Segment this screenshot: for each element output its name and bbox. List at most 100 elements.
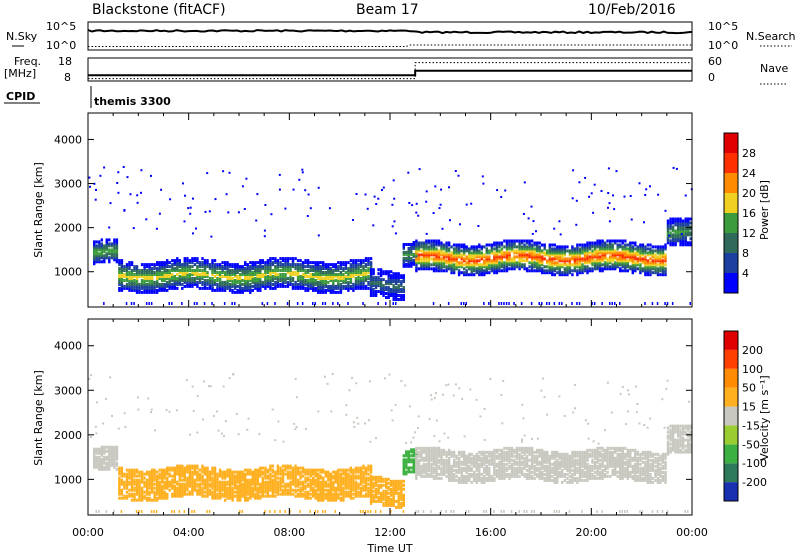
heatmap-cell [513,263,516,267]
heatmap-cell [201,486,204,490]
heatmap-cell [417,267,421,271]
heatmap-cell [213,494,217,498]
heatmap-cell [206,275,209,278]
heatmap-cell [294,472,297,476]
heatmap-cell [624,245,627,249]
heatmap-cell [504,189,507,192]
heatmap-cell [108,258,111,262]
heatmap-cell [362,279,365,282]
heatmap-cell [641,261,645,265]
heatmap-cell [274,275,277,278]
heatmap-cell [279,284,282,288]
heatmap-cell [548,263,551,267]
heatmap-cell [281,480,285,484]
heatmap-cell [289,275,292,278]
heatmap-cell [193,302,196,305]
heatmap-cell [196,277,199,280]
heatmap-cell [244,286,247,290]
heatmap-cell [644,273,647,277]
heatmap-cell [528,269,531,273]
heatmap-cell [166,478,169,482]
heatmap-cell [495,245,499,249]
heatmap-cell [586,253,589,257]
heatmap-cell [168,279,171,282]
heatmap-cell [266,271,270,274]
heatmap-cell [385,288,388,291]
heatmap-cell [422,450,426,454]
heatmap-cell [156,484,159,488]
heatmap-cell [397,294,400,297]
heatmap-cell [402,510,405,513]
heatmap-cell [576,263,579,267]
heatmap-cell [103,459,106,463]
heatmap-cell [108,447,111,451]
heatmap-cell [256,271,259,274]
heatmap-cell [239,480,242,484]
heatmap-cell [105,463,108,467]
heatmap-cell [367,490,370,494]
heatmap-cell [385,479,388,483]
heatmap-cell [163,261,166,265]
heatmap-cell [614,267,617,271]
heatmap-cell [566,249,569,253]
heatmap-cell [306,482,310,486]
heatmap-cell [228,269,232,272]
heatmap-cell [276,470,280,474]
heatmap-cell [523,249,526,253]
heatmap-cell [606,247,609,251]
heatmap-cell [221,288,224,292]
heatmap-cell [206,470,209,474]
heatmap-cell [312,494,315,498]
heatmap-cell [385,499,388,503]
heatmap-cell [150,476,154,480]
heatmap-cell [103,449,106,453]
heatmap-cell [417,259,421,263]
heatmap-cell [211,302,213,305]
heatmap-cell [256,280,259,284]
heatmap-cell [400,503,403,507]
heatmap-cell [276,492,280,496]
heatmap-cell [264,488,267,492]
heatmap-cell [440,245,443,249]
heatmap-cell [223,484,227,488]
heatmap-cell [344,286,348,290]
heatmap-cell [339,288,343,292]
heatmap-cell [561,259,564,263]
heatmap-cell [118,288,121,292]
heatmap-cell [631,241,634,245]
heatmap-cell [664,273,667,277]
heatmap-cell [395,479,398,483]
heatmap-cell [239,279,242,282]
heatmap-cell [357,482,360,486]
heatmap-cell [566,245,569,249]
heatmap-cell [528,247,531,251]
heatmap-cell [173,470,176,474]
heatmap-cell [634,263,637,267]
heatmap-cell [379,290,383,293]
heatmap-cell [402,260,405,264]
heatmap-cell [279,510,281,513]
heatmap-cell [629,265,632,269]
heatmap-cell [249,261,252,265]
heatmap-cell [558,267,561,271]
heatmap-cell [156,476,159,480]
heatmap-cell [608,202,611,205]
heatmap-cell [536,247,539,251]
heatmap-cell [108,248,111,252]
heatmap-cell [108,449,111,453]
heatmap-cell [457,263,461,267]
heatmap-cell [276,484,280,488]
heatmap-cell [306,269,310,272]
heatmap-cell [339,286,343,290]
heatmap-cell [463,247,466,251]
heatmap-cell [120,286,124,290]
heatmap-cell [415,446,418,450]
heatmap-cell [649,251,652,255]
heatmap-cell [402,493,405,497]
heatmap-cell [450,259,453,263]
heatmap-cell [193,468,197,472]
heatmap-cell [98,459,101,463]
heatmap-cell [513,245,516,249]
heatmap-cell [576,251,579,255]
heatmap-cell [181,273,184,276]
